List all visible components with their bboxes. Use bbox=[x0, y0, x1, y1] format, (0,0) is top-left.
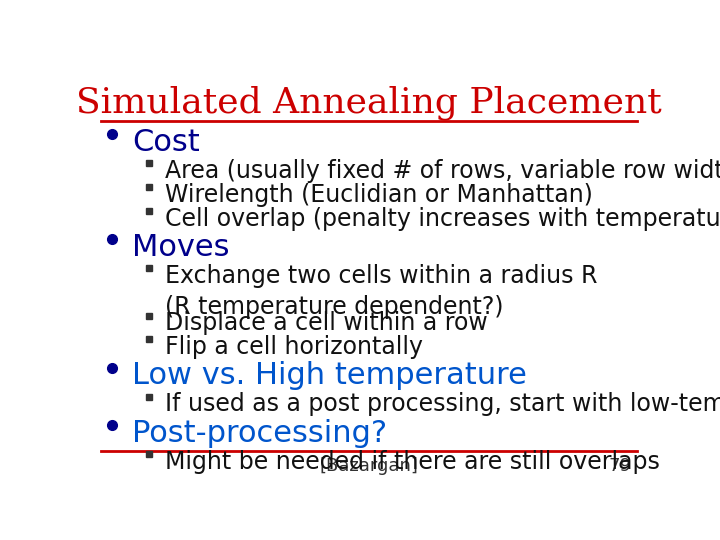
Text: [Bazargan]: [Bazargan] bbox=[320, 457, 418, 475]
Text: Flip a cell horizontally: Flip a cell horizontally bbox=[166, 335, 423, 359]
Text: Cell overlap (penalty increases with temperature): Cell overlap (penalty increases with tem… bbox=[166, 207, 720, 231]
Text: Exchange two cells within a radius R
(R temperature dependent?): Exchange two cells within a radius R (R … bbox=[166, 264, 598, 319]
Text: Low vs. High temperature: Low vs. High temperature bbox=[132, 361, 527, 390]
Text: If used as a post processing, start with low-temp: If used as a post processing, start with… bbox=[166, 393, 720, 416]
Text: Post-processing?: Post-processing? bbox=[132, 418, 387, 448]
Text: Simulated Annealing Placement: Simulated Annealing Placement bbox=[76, 85, 662, 120]
Text: Area (usually fixed # of rows, variable row width): Area (usually fixed # of rows, variable … bbox=[166, 159, 720, 183]
Text: Moves: Moves bbox=[132, 233, 230, 262]
Text: 79: 79 bbox=[608, 457, 631, 475]
Text: Cost: Cost bbox=[132, 128, 199, 157]
Text: Displace a cell within a row: Displace a cell within a row bbox=[166, 312, 488, 335]
Text: Might be needed if there are still overlaps: Might be needed if there are still overl… bbox=[166, 450, 660, 474]
Text: Wirelength (Euclidian or Manhattan): Wirelength (Euclidian or Manhattan) bbox=[166, 183, 593, 207]
